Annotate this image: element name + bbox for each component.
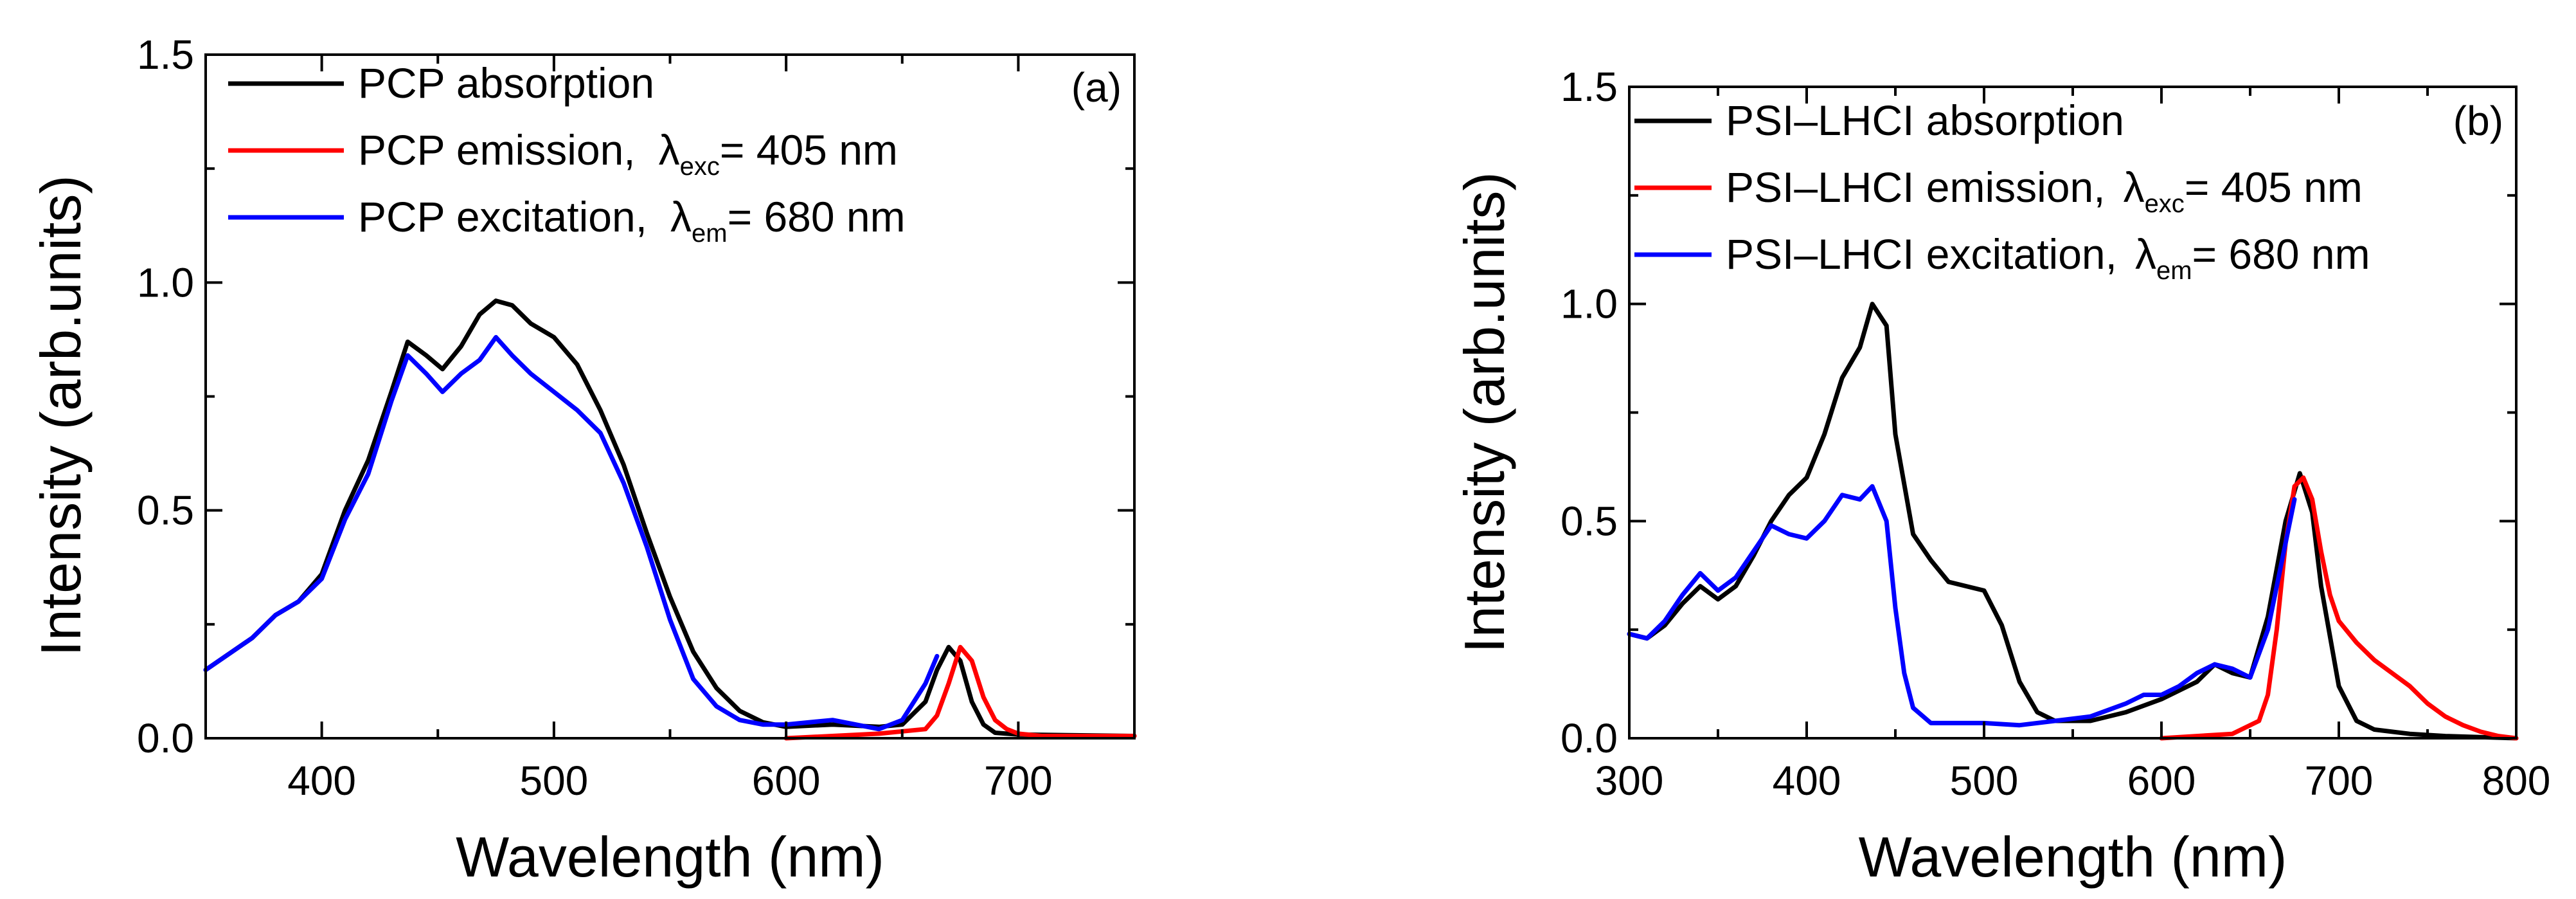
y-axis-title: Intensity (arb.units) <box>1453 172 1516 653</box>
legend-entry: PSI–LHCI absorption <box>1726 96 2124 144</box>
series-line-excitation <box>1627 484 2297 728</box>
y-tick-label: 0.5 <box>1561 498 1618 544</box>
x-axis-title: Wavelength (nm) <box>456 825 884 889</box>
x-tick-label: 800 <box>2482 758 2551 804</box>
series-line-excitation <box>203 334 940 732</box>
y-tick-label: 1.0 <box>137 259 194 305</box>
series-line-absorption <box>1627 302 2519 741</box>
x-tick-label: 500 <box>519 758 588 804</box>
legend: PCP absorption PCP emission, λexc= 405 nm P… <box>228 59 906 248</box>
series-line-absorption <box>203 298 1137 738</box>
x-tick-label: 600 <box>2127 758 2196 804</box>
y-tick-label: 1.0 <box>1561 281 1618 327</box>
x-tick-label: 700 <box>984 758 1053 804</box>
x-tick-label: 300 <box>1595 758 1664 804</box>
x-tick-label: 700 <box>2305 758 2374 804</box>
legend-entry: PCP emission, λexc= 405 nm <box>358 126 898 181</box>
panel-label: (b) <box>2453 98 2503 144</box>
panel-label: (a) <box>1071 64 1122 111</box>
x-tick-label: 400 <box>1773 758 1841 804</box>
chart-panel-b: 300 400 500 600 700 800 0.0 0.5 1.0 1.5 Wavelength… <box>1453 64 2550 889</box>
legend-entry: PSI–LHCI excitation, λem= 680 nm <box>1726 230 2370 285</box>
y-tick-label: 1.5 <box>1561 64 1618 110</box>
x-axis-title: Wavelength (nm) <box>1859 825 2287 889</box>
chart-panel-a: 400 500 600 700 0.0 0.5 1.0 1.5 Wavelength (nm) I… <box>29 32 1137 889</box>
x-tick-label: 600 <box>752 758 821 804</box>
x-tick-label: 400 <box>287 758 356 804</box>
y-tick-label: 0.0 <box>1561 715 1618 761</box>
series-line-emission <box>2159 475 2519 741</box>
legend-entry: PCP absorption <box>358 59 654 107</box>
legend: PSI–LHCI absorption PSI–LHCI emission, λex… <box>1634 96 2370 285</box>
y-tick-label: 0.5 <box>137 487 194 534</box>
y-axis-title: Intensity (arb.units) <box>29 175 93 656</box>
legend-entry: PCP excitation, λem= 680 nm <box>358 193 906 248</box>
y-tick-label: 1.5 <box>137 32 194 78</box>
legend-entry: PSI–LHCI emission, λexc= 405 nm <box>1726 163 2363 218</box>
x-tick-label: 500 <box>1950 758 2019 804</box>
y-tick-label: 0.0 <box>137 715 194 761</box>
